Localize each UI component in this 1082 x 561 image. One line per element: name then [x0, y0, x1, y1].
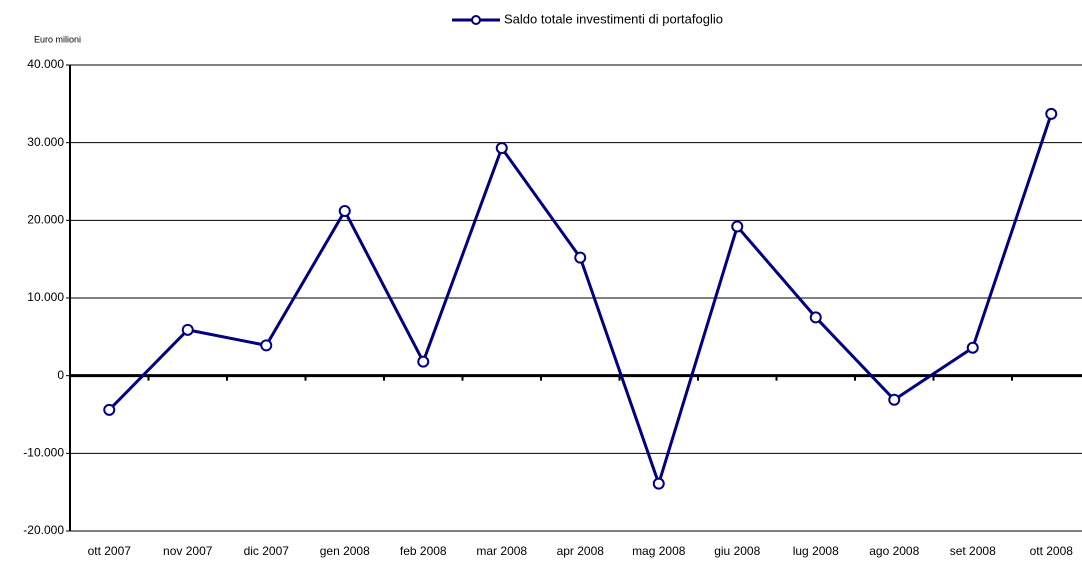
y-tick-label: -10.000	[23, 446, 64, 460]
x-tick-label: giu 2008	[714, 544, 760, 558]
x-tick-label: gen 2008	[320, 544, 370, 558]
data-point	[495, 142, 508, 155]
data-point	[888, 393, 901, 406]
x-tick-label: lug 2008	[793, 544, 839, 558]
data-point	[966, 341, 979, 354]
data-point	[731, 220, 744, 233]
data-point	[417, 355, 430, 368]
data-line	[108, 113, 1053, 486]
y-tick-label: -20.000	[23, 523, 64, 537]
data-point	[338, 205, 351, 218]
y-tick-label: 10.000	[27, 290, 64, 304]
y-tick-label: 40.000	[27, 57, 64, 71]
x-tick-label: mar 2008	[476, 544, 527, 558]
data-point	[1045, 107, 1058, 120]
legend-label: Saldo totale investimenti di portafoglio	[504, 11, 723, 26]
data-point	[181, 323, 194, 336]
data-point	[652, 477, 665, 490]
x-tick-label: feb 2008	[400, 544, 447, 558]
legend-marker	[471, 15, 481, 25]
y-tick-label: 20.000	[27, 213, 64, 227]
x-tick-label: dic 2007	[244, 544, 290, 558]
y-tick-label: 0	[57, 368, 64, 382]
y-tick-label: 30.000	[27, 135, 64, 149]
x-tick-label: set 2008	[950, 544, 996, 558]
x-tick-label: ago 2008	[869, 544, 919, 558]
x-tick-label: nov 2007	[163, 544, 213, 558]
x-tick-label: mag 2008	[632, 544, 686, 558]
y-axis-label: Euro milioni	[34, 34, 81, 44]
x-tick-label: ott 2007	[88, 544, 132, 558]
data-point	[103, 403, 116, 416]
data-point	[809, 311, 822, 324]
x-tick-label: ott 2008	[1030, 544, 1074, 558]
data-point	[260, 339, 273, 352]
data-point	[574, 251, 587, 264]
x-tick-label: apr 2008	[557, 544, 605, 558]
